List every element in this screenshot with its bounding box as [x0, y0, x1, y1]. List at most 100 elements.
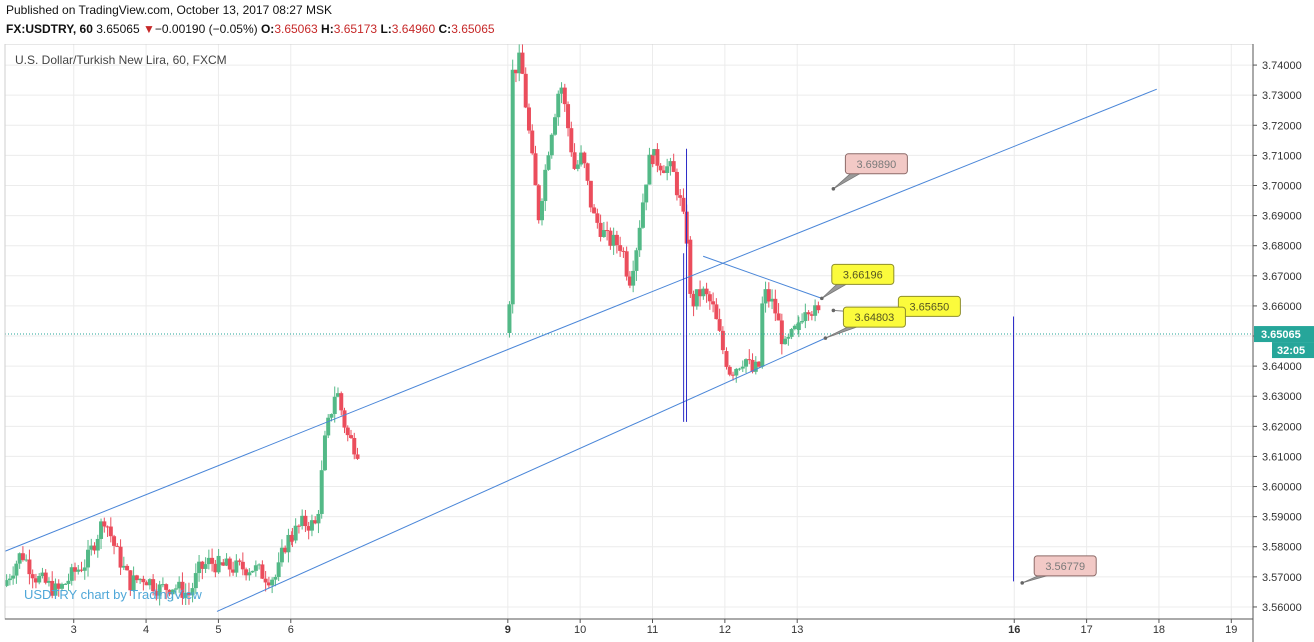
candle-body [273, 576, 278, 580]
candle-body [647, 154, 652, 185]
candle-body [536, 185, 541, 221]
x-tick-label: 16 [1008, 624, 1020, 636]
candle-body [79, 569, 84, 571]
symbol-label[interactable]: FX:USDTRY, 60 [6, 22, 93, 36]
candle-body [523, 73, 528, 108]
candle-body [125, 565, 130, 571]
candle-body [652, 149, 657, 156]
price-chart[interactable]: 3.69890 3.66196 3.65650 3.64803 3.56779 3.56… [0, 44, 1314, 642]
last-price: 3.65065 [96, 22, 140, 36]
candle-body [717, 319, 722, 331]
candle-body [644, 184, 649, 203]
change-arrow-icon: ▼ [142, 22, 155, 36]
candle-body [24, 559, 29, 561]
candle-body [322, 435, 327, 471]
channel-upper [4, 88, 1157, 552]
x-tick-label: 5 [215, 624, 221, 636]
candle-body [517, 52, 522, 74]
candle-body [121, 565, 126, 568]
candle-body [737, 368, 742, 370]
candle-body [237, 560, 242, 562]
candle-body [661, 170, 666, 173]
candle-body [14, 563, 19, 576]
candle-body [43, 572, 48, 583]
countdown-label: 32:05 [1277, 345, 1305, 357]
candle-body [227, 558, 232, 570]
candle-body [89, 545, 94, 550]
candle-body [253, 565, 258, 571]
candle-body [276, 562, 281, 577]
y-tick-label: 3.71000 [1262, 150, 1302, 162]
candle-body [105, 526, 110, 528]
x-tick-label: 12 [719, 624, 731, 636]
callout-anchor [1020, 581, 1025, 585]
candle-body [151, 579, 156, 592]
countdown-tag [1272, 342, 1314, 359]
candle-body [637, 227, 642, 251]
candle-body [59, 584, 64, 589]
y-tick-label: 3.62000 [1262, 421, 1302, 433]
callout-box [831, 263, 895, 285]
x-tick-label: 4 [143, 624, 149, 636]
y-tick-label: 3.73000 [1262, 90, 1302, 102]
candle-body [72, 567, 77, 572]
callout-box [842, 306, 906, 328]
candle-body [260, 564, 265, 579]
candle-body [82, 567, 87, 571]
candle-body [257, 564, 262, 566]
candle-body [296, 525, 301, 527]
chart-grid [5, 44, 1253, 619]
candle-body [760, 303, 765, 367]
price-callout: 3.64803 [823, 306, 906, 340]
candle-body [631, 270, 636, 286]
candle-body [650, 154, 655, 165]
candle-body [154, 591, 159, 596]
candle-body [510, 69, 515, 305]
candle-body [349, 435, 354, 438]
candle-body [303, 515, 308, 527]
candle-body [727, 366, 732, 375]
candle-body [213, 563, 218, 573]
candle-body [167, 589, 172, 595]
candle-body [507, 304, 512, 334]
x-tick-label: 17 [1080, 624, 1092, 636]
callout-anchor [831, 187, 836, 191]
candle-body [678, 195, 683, 198]
candle-body [11, 575, 16, 579]
candle-body [540, 201, 545, 221]
candle-body [56, 583, 61, 589]
candle-body [37, 576, 42, 583]
watermark[interactable]: USDTRY chart by TradingView [24, 587, 202, 602]
candle-body [329, 414, 334, 418]
candle-body [7, 578, 12, 581]
candle-body [210, 557, 215, 564]
candle-body [665, 166, 670, 173]
candle-body [520, 52, 525, 74]
candle-body [234, 560, 239, 573]
x-tick-label: 3 [71, 624, 77, 636]
candle-body [621, 250, 626, 252]
candle-body [513, 69, 518, 74]
candle-body [286, 534, 291, 553]
candle-body [263, 578, 268, 583]
candle-body [326, 417, 331, 436]
candle-body [747, 359, 752, 361]
callout-label: 3.64803 [855, 312, 895, 324]
candle-body [224, 558, 229, 566]
candle-body [193, 573, 198, 589]
candle-body [141, 578, 146, 583]
price-callout: 3.69890 [831, 153, 908, 191]
candle-body [634, 250, 639, 271]
low-value: 3.64960 [391, 22, 436, 36]
candle-body [779, 320, 784, 345]
candle-body [355, 454, 360, 459]
candle-body [720, 330, 725, 351]
candle-body [530, 130, 535, 154]
candle-body [813, 305, 818, 316]
candle-body [46, 580, 51, 583]
candle-body [40, 572, 45, 577]
candle-body [543, 169, 548, 202]
candle-body [92, 545, 97, 551]
callout-anchor [823, 336, 828, 340]
candle-body [688, 239, 693, 294]
